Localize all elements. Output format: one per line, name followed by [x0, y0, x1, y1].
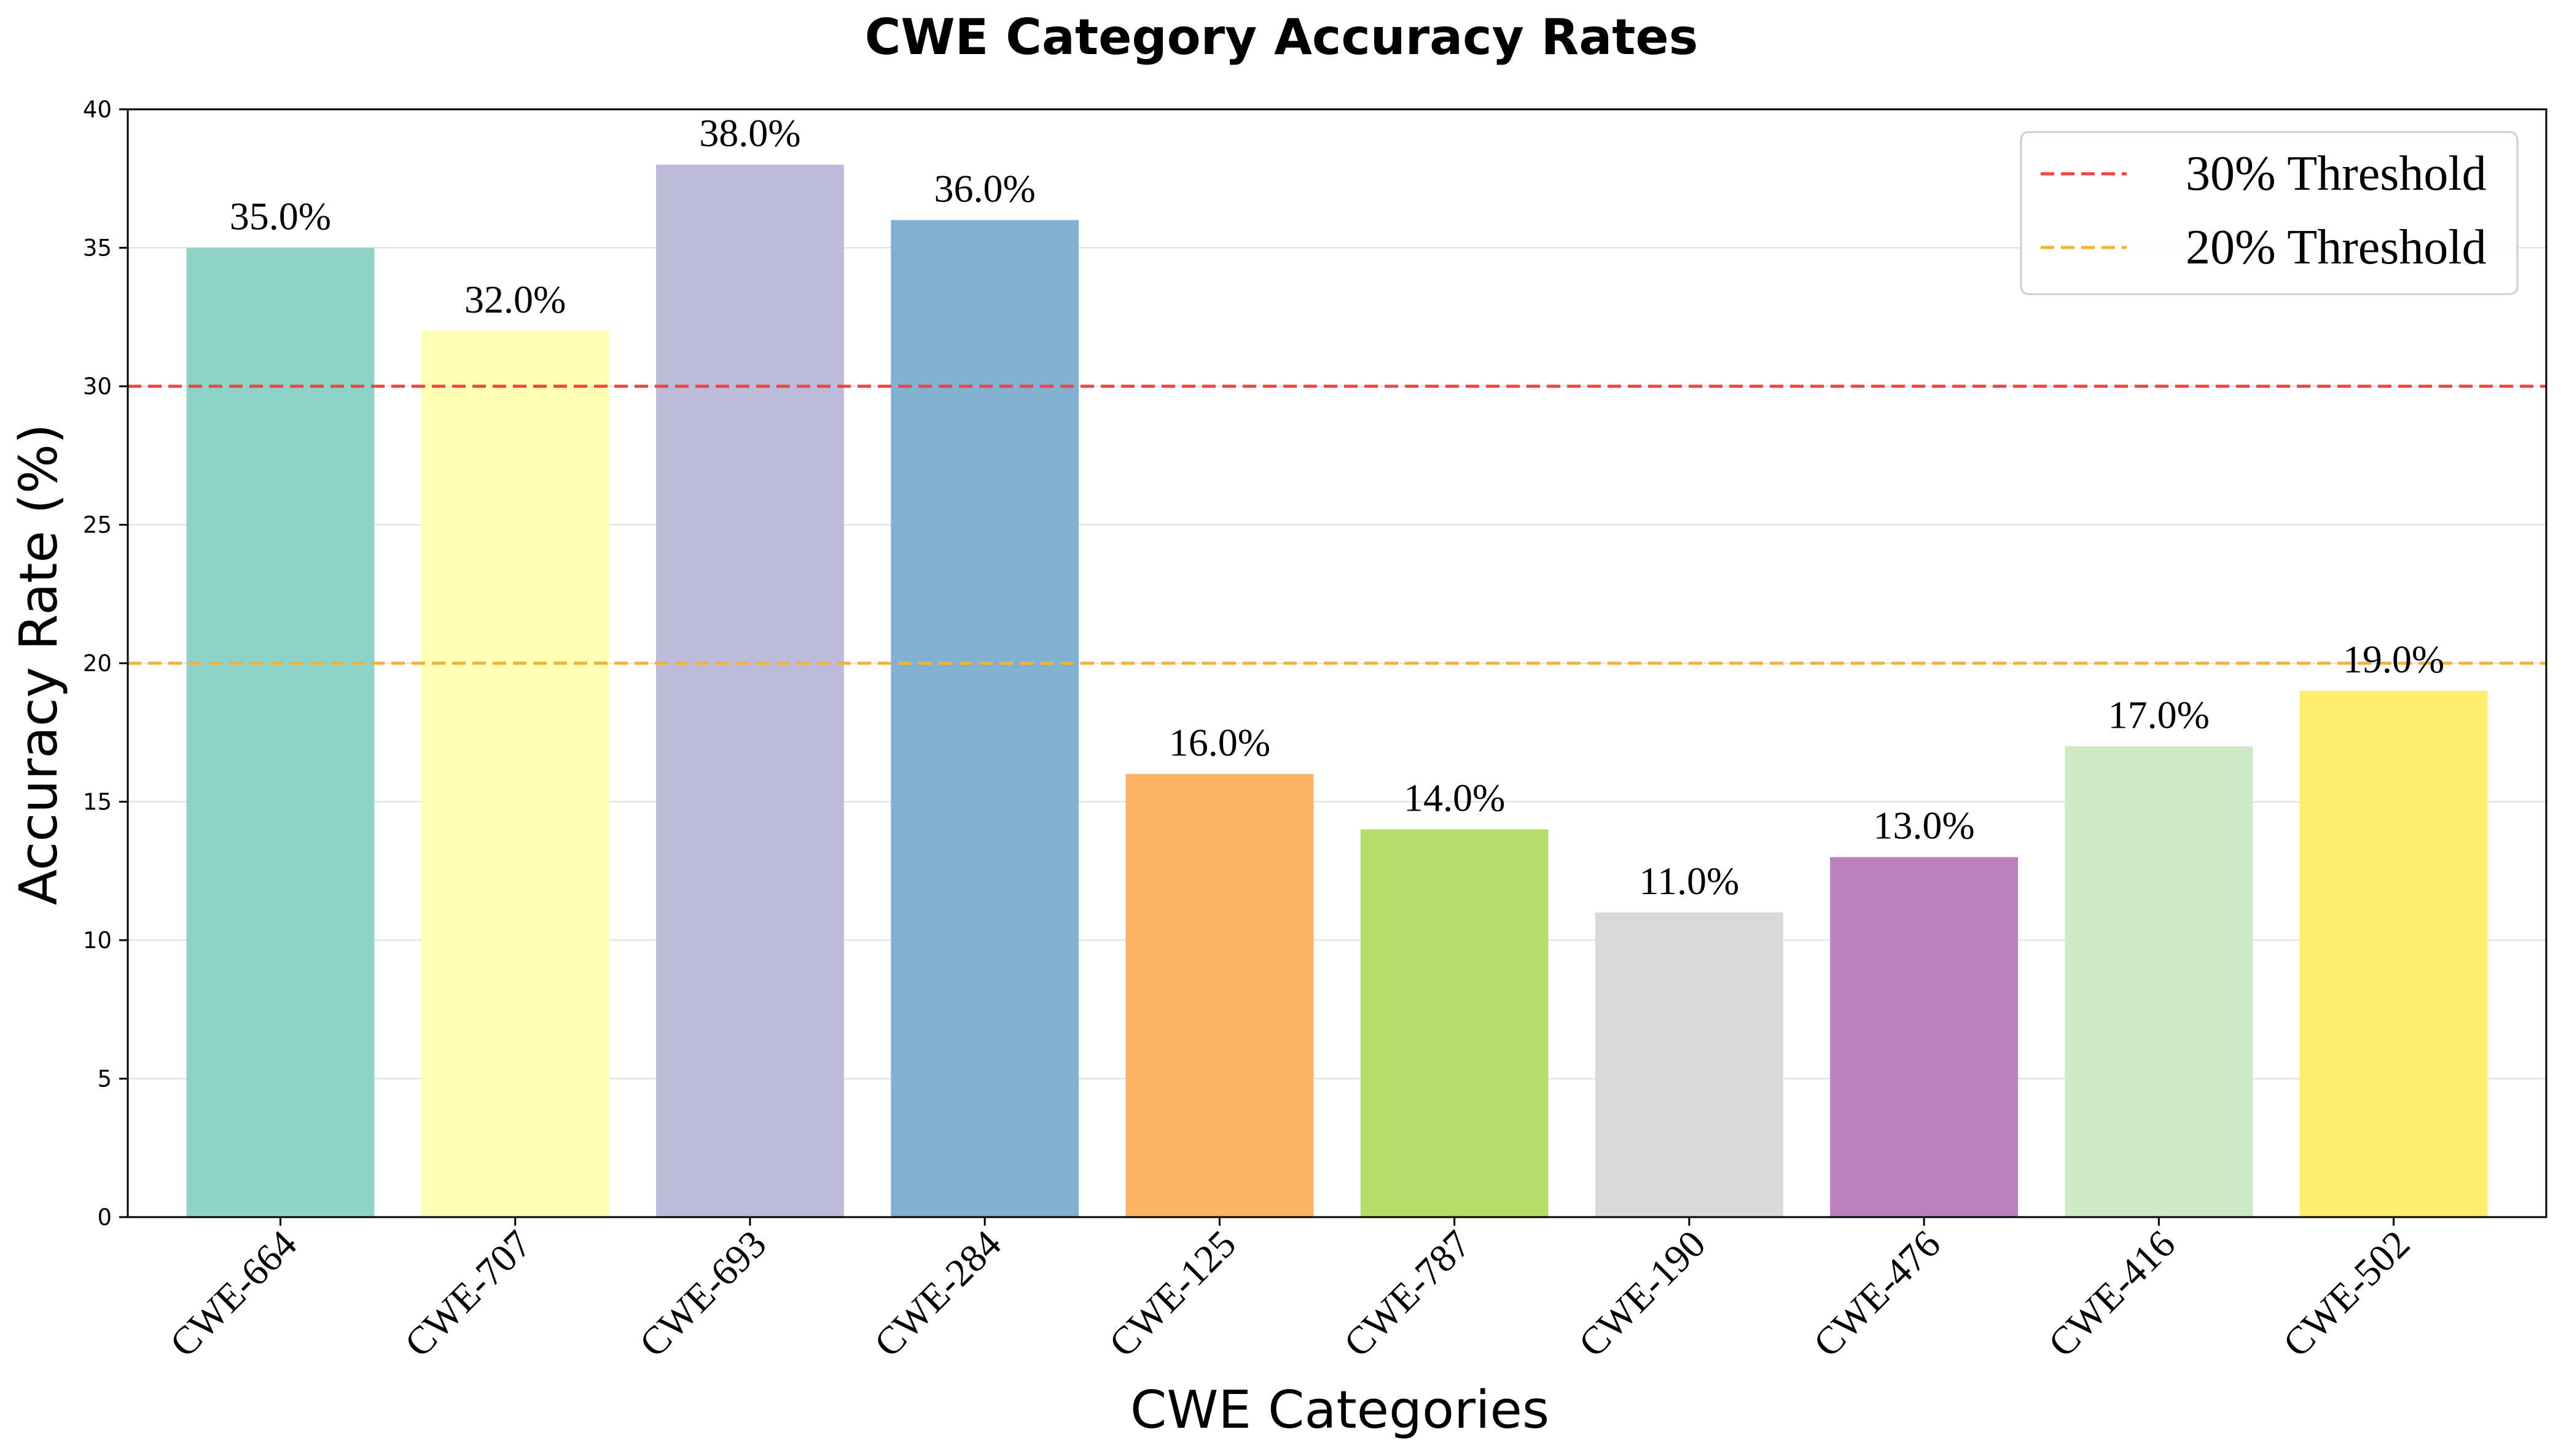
bar	[1360, 829, 1549, 1217]
bar	[1125, 774, 1314, 1217]
x-axis-label: CWE Categories	[1130, 1380, 1549, 1441]
y-tick-label: 35	[83, 235, 112, 262]
x-tick-label: CWE-284	[866, 1222, 1009, 1366]
bar	[186, 247, 375, 1217]
x-tick-label: CWE-125	[1101, 1222, 1245, 1366]
bar	[1830, 857, 2018, 1217]
bar	[421, 330, 609, 1217]
legend-entry-label: 30% Threshold	[2186, 147, 2487, 201]
bar	[2065, 746, 2253, 1217]
data-label: 32.0%	[464, 278, 566, 321]
data-labels: 35.0% 32.0% 38.0% 36.0% 16.0% 14.0% 11.0% 13.0%…	[230, 111, 2444, 903]
y-tick-label: 15	[83, 789, 112, 816]
x-tick-label: CWE-502	[2275, 1222, 2418, 1366]
bar	[891, 220, 1079, 1217]
data-label: 13.0%	[1873, 804, 1974, 847]
y-tick-label: 20	[83, 650, 112, 677]
x-tick-label: CWE-664	[162, 1222, 305, 1366]
y-tick-label: 10	[83, 927, 112, 954]
legend-entry-label: 20% Threshold	[2186, 220, 2487, 274]
chart-title: CWE Category Accuracy Rates	[865, 9, 1699, 66]
bars	[186, 165, 2488, 1218]
x-tick-label: CWE-707	[396, 1222, 540, 1366]
legend: 30% Threshold 20% Threshold	[2020, 131, 2519, 295]
data-label: 16.0%	[1169, 720, 1270, 764]
data-label: 17.0%	[2108, 693, 2210, 736]
data-label: 35.0%	[230, 195, 331, 238]
data-label: 11.0%	[1639, 859, 1739, 903]
x-tick-label: CWE-693	[631, 1222, 775, 1366]
y-axis-ticks: 0 5 10 15 20 25 30 35 40	[83, 96, 128, 1231]
bar	[656, 165, 844, 1218]
legend-box	[2020, 131, 2519, 295]
x-tick-label: CWE-787	[1335, 1222, 1479, 1366]
data-label: 38.0%	[699, 111, 800, 155]
y-axis-label: Accuracy Rate (%)	[9, 424, 69, 905]
bar	[2299, 691, 2488, 1217]
x-tick-label: CWE-190	[1570, 1222, 1714, 1366]
data-label: 36.0%	[934, 166, 1035, 210]
data-label: 14.0%	[1404, 776, 1505, 820]
x-tick-label: CWE-476	[1805, 1222, 1949, 1366]
bar	[1595, 912, 1783, 1217]
y-tick-label: 40	[83, 96, 112, 123]
data-label: 19.0%	[2343, 637, 2444, 681]
x-tick-label: CWE-416	[2040, 1222, 2184, 1366]
y-tick-label: 30	[83, 373, 112, 400]
x-axis-ticks: CWE-664 CWE-707 CWE-693 CWE-284 CWE-125 CWE-7…	[162, 1217, 2418, 1365]
threshold-lines	[128, 384, 2546, 665]
y-tick-label: 25	[83, 512, 112, 539]
y-tick-label: 5	[97, 1066, 112, 1092]
y-tick-label: 0	[97, 1204, 112, 1231]
